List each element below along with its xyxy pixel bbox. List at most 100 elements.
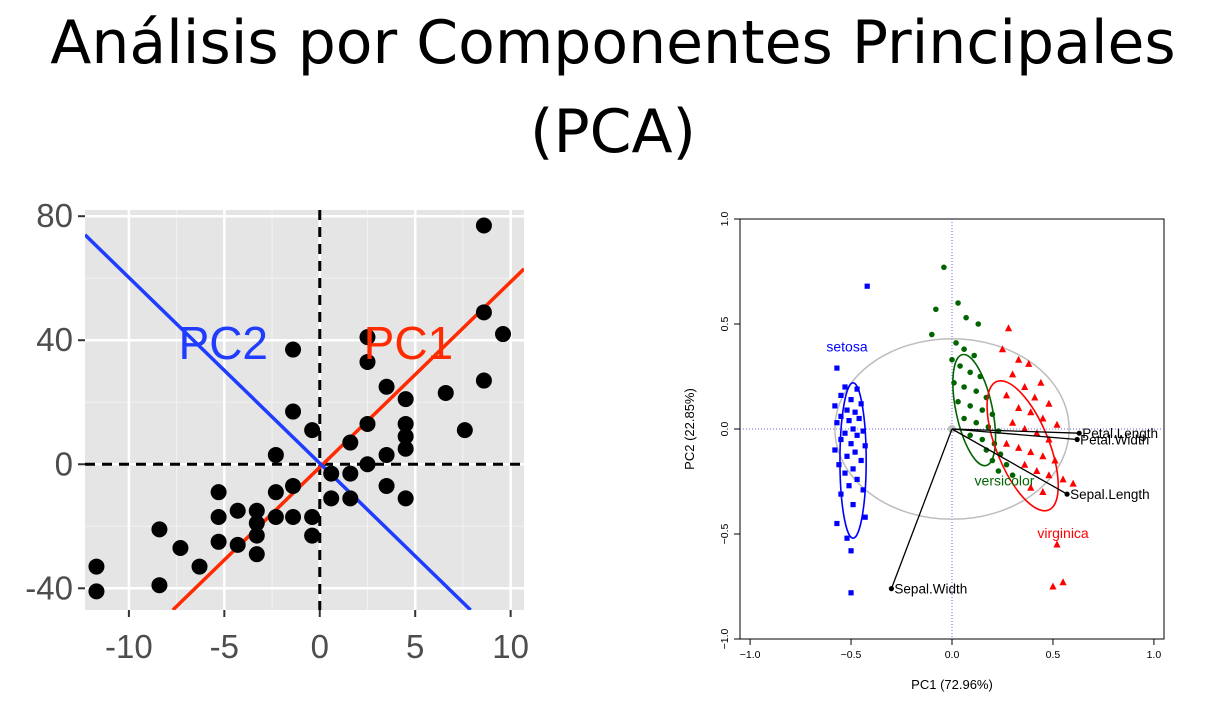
x-tick-label: −0.5	[841, 649, 862, 661]
plot-panel-background	[85, 210, 524, 610]
data-point	[285, 477, 302, 494]
y-axis-label: PC2 (22.85%)	[682, 388, 697, 470]
pc-label-pc1: PC1	[364, 317, 453, 369]
data-point	[210, 484, 227, 501]
data-point	[378, 446, 395, 463]
confidence-ellipse-virginica	[986, 379, 1060, 512]
x-tick-label: -10	[105, 628, 153, 665]
data-point	[229, 536, 246, 553]
data-point	[359, 329, 376, 346]
data-point-virginica	[1021, 460, 1029, 468]
loading-vector-label-sepal-length: Sepal.Length	[1070, 487, 1150, 502]
data-point	[323, 490, 340, 507]
pc-line-pc2	[85, 233, 472, 610]
data-point-virginica	[1021, 425, 1029, 432]
data-point-setosa	[860, 428, 866, 434]
y-tick-label: 0	[55, 445, 73, 482]
data-point-setosa	[846, 483, 852, 489]
data-point-virginica	[1002, 391, 1011, 399]
data-point	[475, 217, 492, 234]
data-point	[304, 508, 321, 525]
data-point-versicolor	[975, 321, 982, 327]
data-point	[172, 539, 189, 556]
plot-panel	[85, 210, 524, 610]
data-point	[359, 456, 376, 473]
data-point-setosa	[848, 441, 854, 447]
data-point-setosa	[854, 386, 860, 392]
slide-title-line-1: Análisis por Componentes Principales	[50, 8, 1176, 78]
data-point-virginica	[1059, 475, 1067, 483]
data-point	[285, 341, 302, 358]
data-point-virginica	[1059, 578, 1067, 586]
data-point-setosa	[844, 407, 850, 413]
confidence-ellipse-versicolor	[952, 353, 997, 467]
group-label-versicolor: versicolor	[975, 473, 1035, 489]
loading-vector-label-petal-length: Petal.Length	[1082, 426, 1158, 441]
data-point-virginica	[1008, 370, 1017, 378]
data-point-setosa	[852, 449, 858, 455]
data-point-setosa	[838, 413, 844, 419]
data-point-setosa	[852, 409, 858, 415]
data-point-versicolor	[973, 388, 980, 394]
data-point-setosa	[842, 470, 848, 476]
data-point-versicolor	[979, 436, 986, 443]
data-point-versicolor	[1003, 461, 1010, 468]
data-point	[210, 508, 227, 525]
data-point-versicolor	[953, 340, 959, 346]
data-point-versicolor	[949, 356, 955, 363]
data-point-versicolor	[995, 468, 1002, 474]
data-point-setosa	[854, 476, 860, 482]
data-point-virginica	[998, 345, 1007, 353]
data-point	[191, 558, 208, 575]
data-point-setosa	[856, 415, 862, 422]
y-tick-label: 0.0	[719, 422, 731, 437]
x-tick-label: 1.0	[1147, 649, 1162, 661]
data-point	[248, 546, 265, 563]
data-point	[378, 477, 395, 494]
data-point	[437, 384, 454, 401]
pca-demo-scatter-chart: PC2 PC1 -10 -5 0 5 10 80 40 0 -40	[25, 197, 529, 665]
data-point	[285, 403, 302, 420]
data-point-virginica	[1027, 483, 1035, 491]
data-point	[495, 326, 512, 343]
data-point-setosa	[844, 453, 850, 459]
data-point-versicolor	[979, 407, 986, 413]
group-label-setosa: setosa	[826, 338, 867, 354]
data-point-virginica	[1069, 479, 1077, 487]
data-point	[151, 521, 168, 538]
data-point-virginica	[1027, 448, 1035, 456]
data-point	[397, 415, 414, 432]
x-tick-label: −1.0	[740, 649, 761, 661]
loading-vector-petal-length	[951, 428, 1080, 434]
x-axis-label: PC1 (72.96%)	[911, 677, 993, 692]
data-point	[475, 304, 492, 321]
data-point-versicolor	[941, 264, 947, 271]
data-point-setosa	[854, 432, 860, 438]
pc-label-pc2: PC2	[179, 317, 268, 369]
data-point	[342, 434, 359, 451]
data-point	[456, 422, 473, 439]
data-point-versicolor	[1009, 472, 1016, 479]
data-point	[342, 465, 359, 482]
data-point	[323, 465, 340, 482]
group-label-virginica: virginica	[1037, 525, 1089, 541]
loading-vector-end-petal-width	[1074, 436, 1080, 443]
data-point	[229, 502, 246, 519]
data-point-virginica	[1039, 414, 1047, 422]
data-point-setosa	[848, 590, 854, 596]
loading-vector-label-petal-width: Petal.Width	[1080, 433, 1149, 448]
data-point-setosa	[848, 548, 854, 554]
data-point	[304, 527, 321, 544]
loading-vector-end-sepal-width	[888, 586, 895, 592]
data-point	[151, 577, 168, 594]
data-point-setosa	[858, 457, 864, 464]
data-point-setosa	[834, 520, 840, 527]
y-tick-label: -40	[25, 569, 73, 606]
data-point-versicolor	[955, 398, 961, 405]
data-point-setosa	[864, 283, 870, 289]
data-point-virginica	[1015, 355, 1023, 363]
data-point	[248, 527, 265, 544]
x-tick-label: 0.0	[945, 649, 960, 661]
data-point	[304, 422, 321, 439]
